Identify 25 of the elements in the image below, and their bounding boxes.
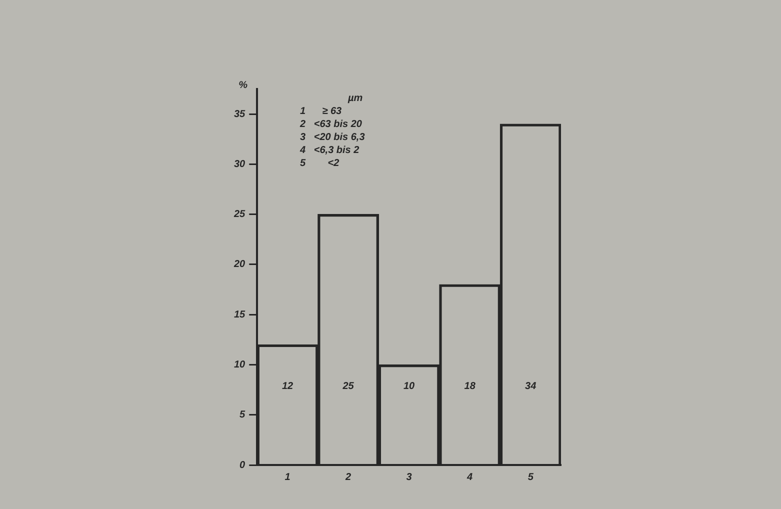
y-tick-label: 10 — [234, 359, 246, 370]
y-tick-label: 25 — [233, 209, 246, 220]
y-tick-label: 30 — [234, 158, 246, 170]
x-tick-label: 2 — [344, 472, 352, 483]
data-label: 34 — [525, 380, 537, 392]
annotation: 2 <63 bis 20 — [300, 118, 363, 131]
data-label: 18 — [464, 380, 476, 392]
data-label: 25 — [342, 380, 354, 392]
y-tick-label: 35 — [234, 108, 246, 120]
x-tick-label: 1 — [284, 472, 291, 483]
x-tick-label: 3 — [406, 472, 412, 483]
annotation: 4 <6,3 bis 2 — [300, 144, 360, 157]
x-tick-label: 5 — [528, 472, 534, 483]
y-tick-label: 20 — [233, 259, 246, 270]
x-tick-label: 4 — [466, 472, 474, 483]
annotation: µm — [346, 92, 364, 105]
annotation: 5 <2 — [300, 157, 340, 170]
y-tick-label: 0 — [240, 460, 246, 471]
data-label: 12 — [282, 380, 294, 392]
annotation: 1 ≥ 63 — [300, 105, 343, 118]
y-tick-label: 5 — [240, 410, 246, 421]
y-axis-title: % — [238, 80, 248, 91]
y-tick-label: 15 — [234, 309, 246, 320]
annotation: 3 <20 bis 6,3 — [300, 131, 365, 144]
data-label: 10 — [404, 380, 416, 392]
